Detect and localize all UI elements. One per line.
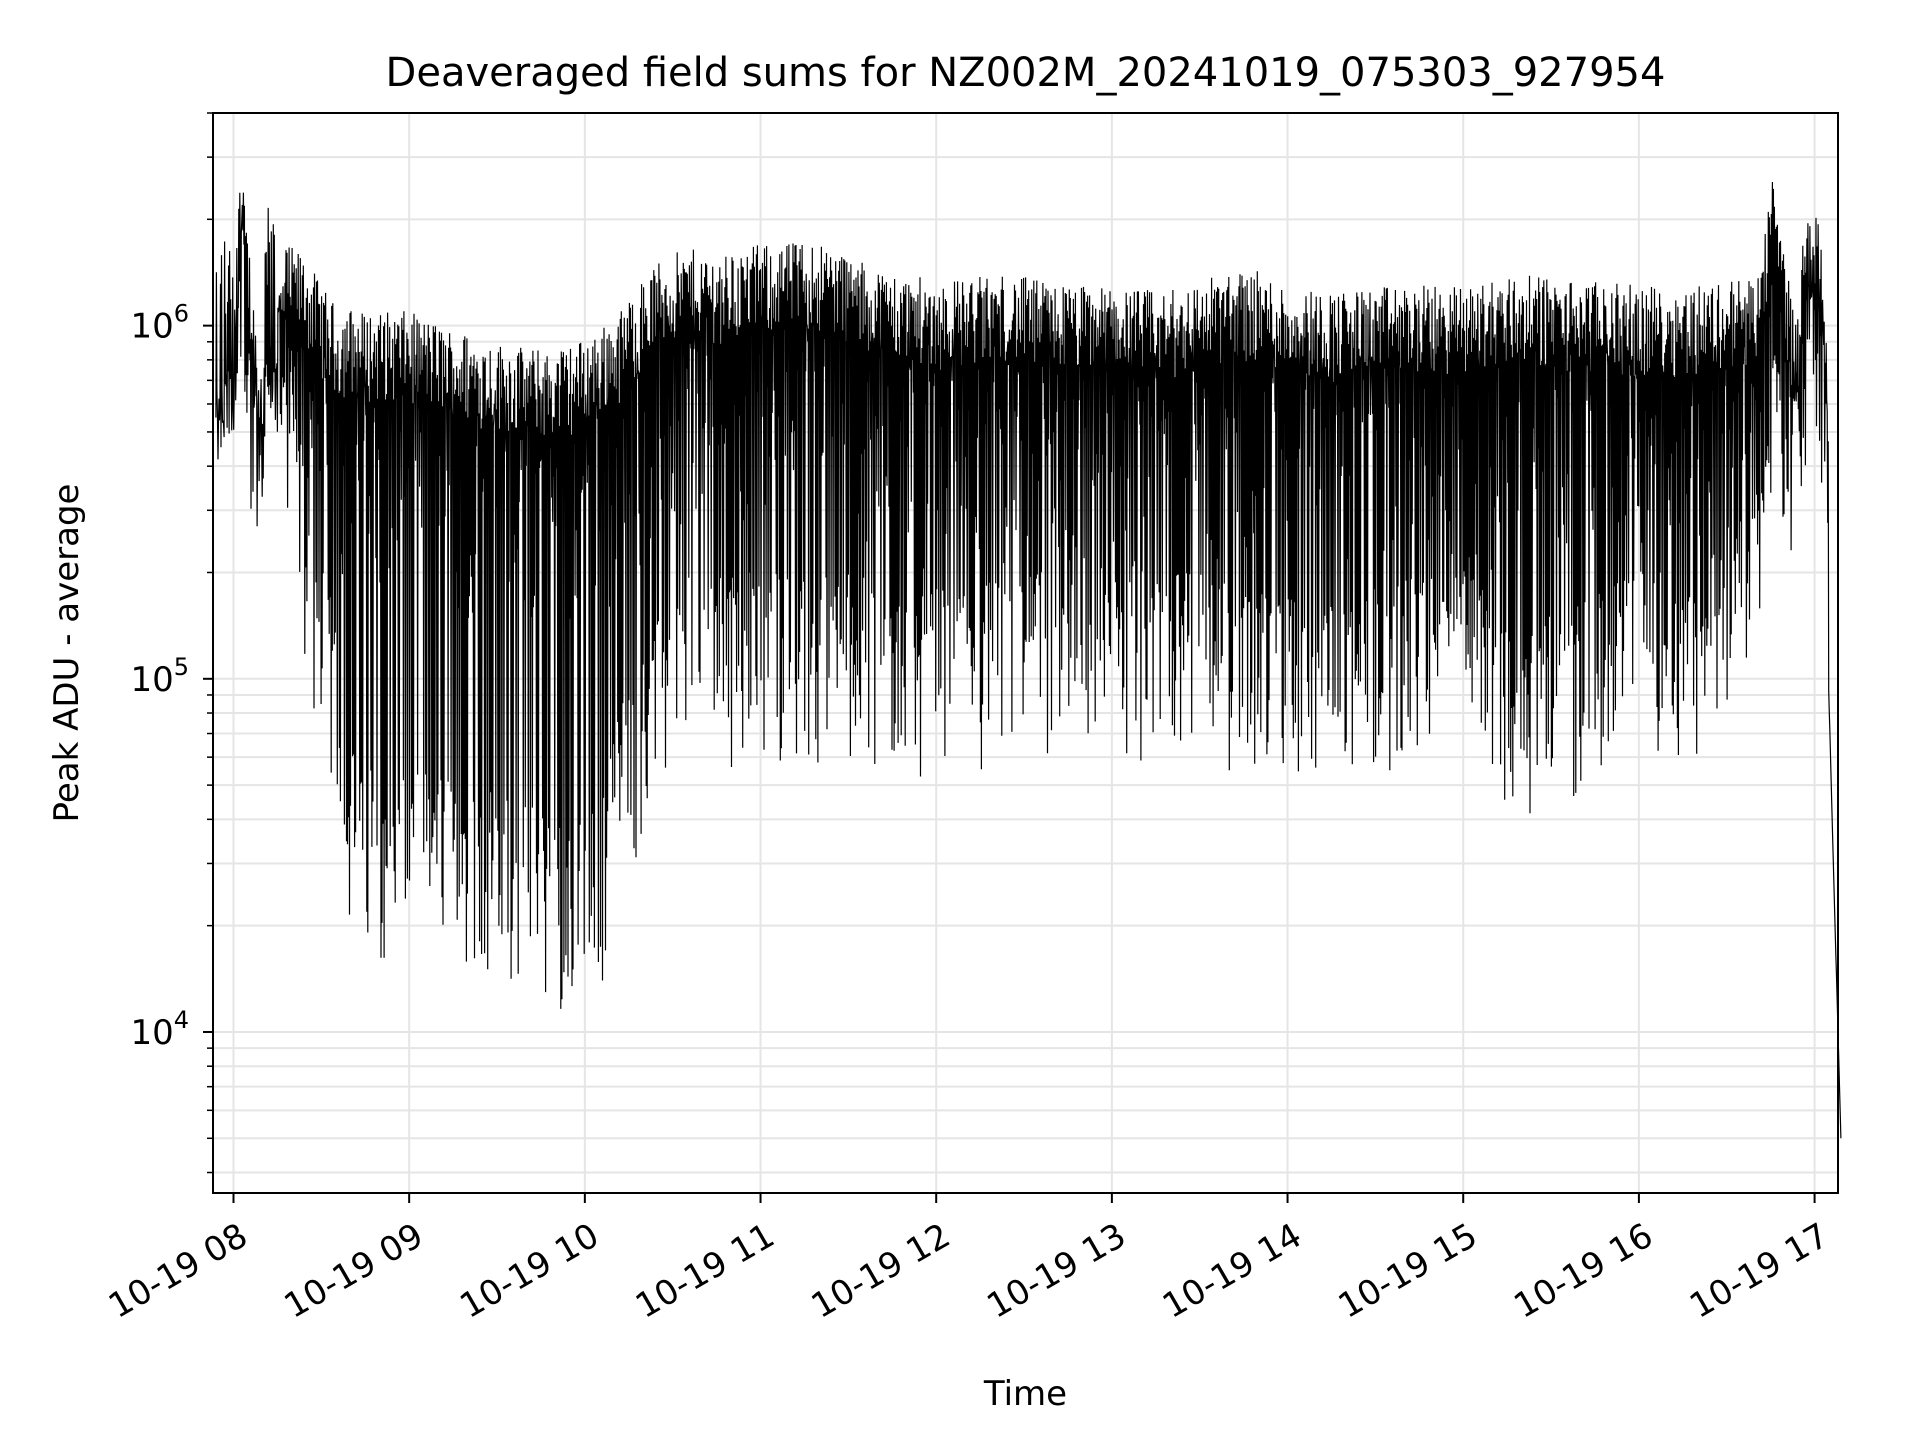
y-tick-exponent: 4 [174, 1006, 189, 1034]
y-tick-label: 105 [130, 653, 189, 700]
y-tick-exponent: 5 [174, 653, 189, 681]
y-axis-label: Peak ADU - average [47, 484, 87, 823]
y-tick-exponent: 6 [174, 300, 189, 328]
chart-title: Deaveraged field sums for NZ002M_2024101… [386, 50, 1666, 96]
y-tick-base: 10 [130, 307, 173, 347]
plot-frame [212, 112, 1839, 1194]
data-layer [215, 181, 1842, 1139]
y-tick-base: 10 [130, 1013, 173, 1053]
y-tick-base: 10 [130, 660, 173, 700]
x-axis-label: Time [983, 1374, 1067, 1414]
series-line [215, 181, 1842, 1139]
y-tick-label: 104 [130, 1006, 189, 1053]
y-tick-label: 106 [130, 300, 189, 347]
